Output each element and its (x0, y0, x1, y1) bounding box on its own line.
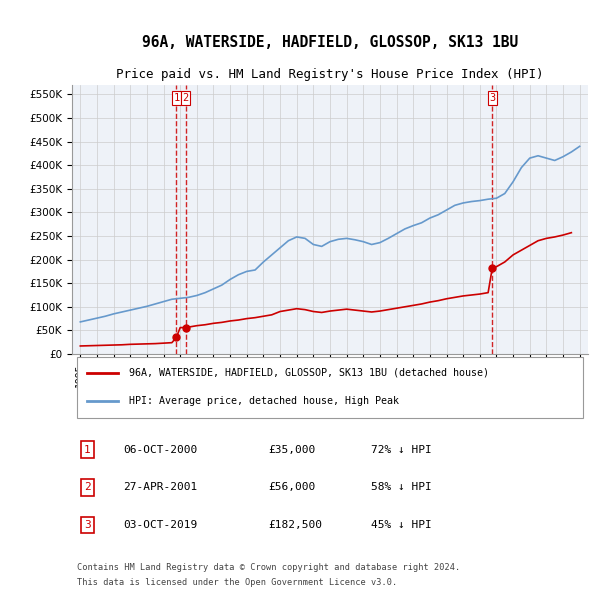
Text: 96A, WATERSIDE, HADFIELD, GLOSSOP, SK13 1BU (detached house): 96A, WATERSIDE, HADFIELD, GLOSSOP, SK13 … (129, 368, 489, 378)
Text: 06-OCT-2000: 06-OCT-2000 (124, 444, 198, 454)
Text: 72% ↓ HPI: 72% ↓ HPI (371, 444, 432, 454)
Text: Contains HM Land Registry data © Crown copyright and database right 2024.: Contains HM Land Registry data © Crown c… (77, 562, 460, 572)
Text: 58% ↓ HPI: 58% ↓ HPI (371, 482, 432, 492)
Text: 03-OCT-2019: 03-OCT-2019 (124, 520, 198, 530)
Text: 3: 3 (84, 520, 91, 530)
Text: 1: 1 (173, 93, 179, 103)
Text: £182,500: £182,500 (268, 520, 322, 530)
Text: 27-APR-2001: 27-APR-2001 (124, 482, 198, 492)
Text: 45% ↓ HPI: 45% ↓ HPI (371, 520, 432, 530)
Text: £56,000: £56,000 (268, 482, 316, 492)
FancyBboxPatch shape (77, 358, 583, 418)
Text: 1: 1 (84, 444, 91, 454)
Text: Price paid vs. HM Land Registry's House Price Index (HPI): Price paid vs. HM Land Registry's House … (116, 68, 544, 81)
Text: 3: 3 (489, 93, 496, 103)
Text: 96A, WATERSIDE, HADFIELD, GLOSSOP, SK13 1BU: 96A, WATERSIDE, HADFIELD, GLOSSOP, SK13 … (142, 35, 518, 50)
Text: This data is licensed under the Open Government Licence v3.0.: This data is licensed under the Open Gov… (77, 578, 397, 587)
Text: HPI: Average price, detached house, High Peak: HPI: Average price, detached house, High… (129, 396, 399, 406)
Text: 2: 2 (182, 93, 188, 103)
Text: £35,000: £35,000 (268, 444, 316, 454)
Text: 2: 2 (84, 482, 91, 492)
